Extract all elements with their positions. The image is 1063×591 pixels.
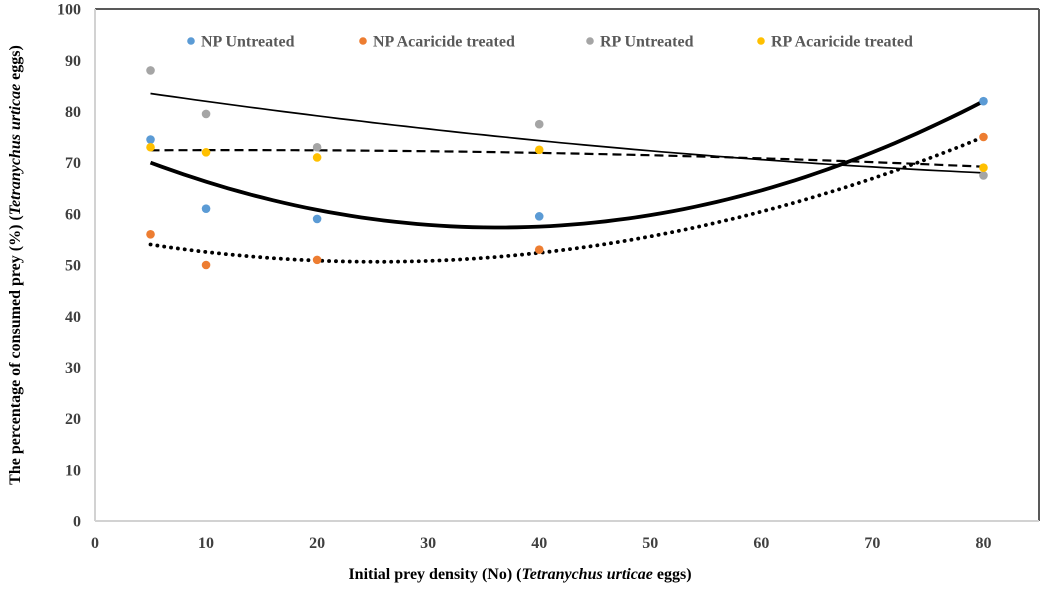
x-tick-label: 70 — [864, 535, 880, 552]
point-np-acaricide-treated — [979, 132, 988, 142]
point-rp-untreated — [534, 119, 544, 129]
point-np-acaricide-treated — [146, 229, 155, 239]
y-tick-label: 70 — [65, 155, 81, 172]
trendline-rp-acaricide-treated — [150, 149, 984, 168]
y-tick-label: 10 — [65, 462, 81, 479]
x-tick-label: 10 — [198, 535, 214, 552]
x-tick-label: 50 — [642, 535, 658, 552]
legend-marker-np-untreated — [187, 37, 195, 45]
point-rp-untreated — [979, 171, 988, 180]
y-tick-label: 0 — [73, 514, 81, 531]
y-tick-label: 50 — [65, 258, 81, 275]
point-np-untreated — [146, 135, 155, 144]
point-np-untreated — [201, 204, 211, 213]
y-tick-label: 80 — [65, 104, 81, 121]
x-tick-label: 80 — [975, 535, 991, 552]
trendline-np-acaricide-treated — [148, 135, 986, 264]
point-rp-untreated — [146, 66, 155, 75]
y-tick-label: 90 — [65, 53, 81, 70]
legend-marker-np-acaricide-treated — [359, 37, 367, 45]
legend-label-rp-untreated: RP Untreated — [600, 34, 694, 51]
y-tick-label: 60 — [65, 206, 81, 223]
legend-marker-rp-acaricide-treated — [757, 37, 765, 45]
point-np-acaricide-treated — [201, 260, 211, 270]
point-rp-untreated — [312, 142, 322, 152]
x-tick-label: 40 — [531, 535, 547, 552]
x-tick-label: 0 — [91, 535, 99, 552]
trendline-rp-untreated — [150, 92, 984, 174]
trendline-np-untreated — [149, 99, 985, 230]
y-tick-label: 20 — [65, 411, 81, 428]
x-tick-label: 60 — [753, 535, 769, 552]
point-rp-acaricide-treated — [146, 142, 155, 152]
y-tick-label: 40 — [65, 309, 81, 326]
y-tick-label: 100 — [57, 2, 81, 19]
point-np-untreated — [979, 96, 988, 106]
point-np-untreated — [534, 212, 544, 221]
legend-label-np-untreated: NP Untreated — [201, 34, 295, 51]
x-tick-label: 20 — [309, 535, 325, 552]
legend-label-np-acaricide-treated: NP Acaricide treated — [373, 34, 515, 51]
point-rp-acaricide-treated — [979, 163, 988, 173]
legend-marker-rp-untreated — [586, 37, 594, 45]
point-np-acaricide-treated — [534, 245, 544, 254]
x-tick-label: 30 — [420, 535, 436, 552]
point-rp-acaricide-treated — [312, 153, 322, 162]
y-axis-title: The percentage of consumed prey (%) (Tet… — [7, 45, 24, 485]
point-rp-untreated — [201, 109, 211, 119]
point-np-untreated — [312, 214, 322, 224]
legend-label-rp-acaricide-treated: RP Acaricide treated — [771, 34, 913, 51]
point-rp-acaricide-treated — [201, 148, 211, 157]
point-rp-acaricide-treated — [534, 145, 544, 155]
y-tick-label: 30 — [65, 360, 81, 377]
x-axis-title: Initial prey density (No) (Tetranychus u… — [348, 566, 691, 583]
point-np-acaricide-treated — [312, 255, 322, 265]
